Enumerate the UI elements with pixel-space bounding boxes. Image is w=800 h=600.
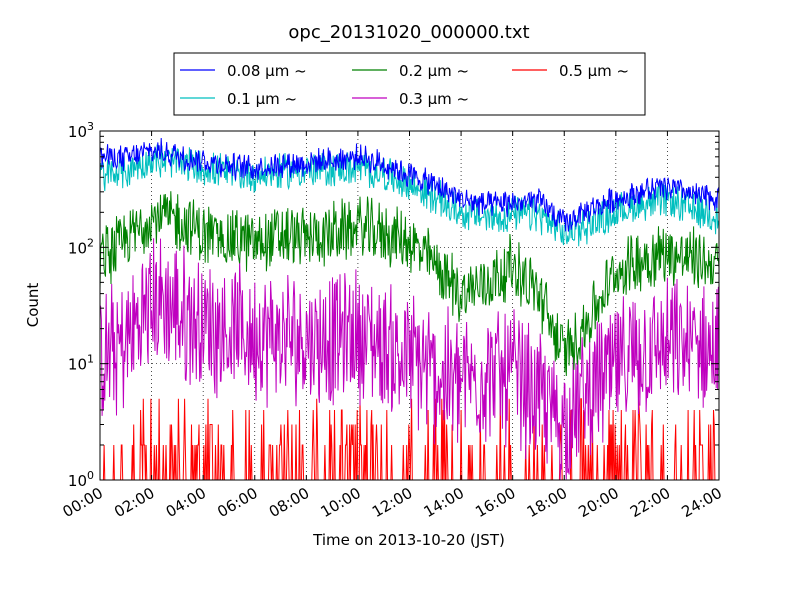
legend-box [173,52,646,116]
x-tick-label: 12:00 [369,484,415,521]
x-tick-label: 08:00 [266,484,312,521]
chart-title: opc_20131020_000000.txt [288,22,529,43]
y-tick-label: 102 [68,236,94,257]
x-tick-label: 24:00 [679,484,725,521]
x-tick-labels: 00:00 02:00 04:00 06:00 08:00 10:00 12:00 14:00… [60,484,725,521]
y-axis-title: Count [24,283,42,328]
x-axis-title: Time on 2013-10-20 (JST) [312,531,505,549]
x-tick-label: 18:00 [524,484,570,521]
legend: 0.08 μm ~ 0.1 μm ~ 0.2 μm ~ 0.3 μm ~ 0.5 μm … [173,52,646,116]
series-line-2 [99,191,720,377]
x-tick-label: 20:00 [575,484,621,521]
x-tick-label: 16:00 [472,484,518,521]
x-tick-label: 04:00 [163,484,209,521]
x-tick-label: 02:00 [111,484,157,521]
y-tick-label: 103 [68,120,94,141]
x-tick-label: 10:00 [317,484,363,521]
ticks [99,130,720,481]
legend-label-3: 0.3 μm ~ [399,90,469,108]
legend-label-4: 0.5 μm ~ [559,62,629,80]
y-tick-label: 100 [68,469,94,490]
x-tick-label: 06:00 [214,484,260,521]
legend-label-1: 0.1 μm ~ [227,90,297,108]
y-tick-label: 101 [68,353,94,374]
series-line-3 [99,238,720,481]
legend-label-0: 0.08 μm ~ [227,62,307,80]
y-tick-labels: 100 101 102 103 [68,120,94,490]
x-tick-label: 22:00 [627,484,673,521]
legend-label-2: 0.2 μm ~ [399,62,469,80]
series-line-0 [99,137,720,232]
series-group [99,137,720,481]
x-tick-label: 14:00 [421,484,467,521]
